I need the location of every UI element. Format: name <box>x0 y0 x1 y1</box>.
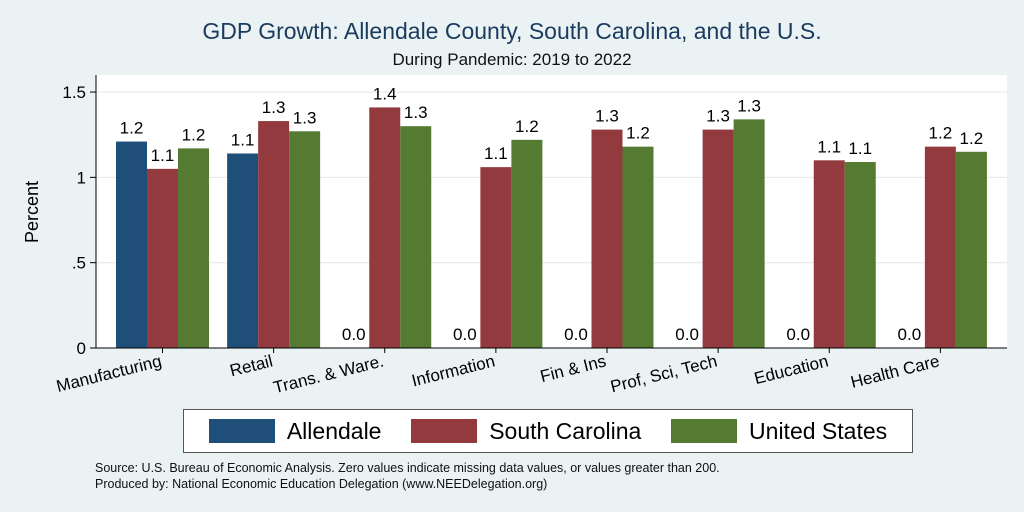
data-label: 0.0 <box>342 325 366 344</box>
bar <box>813 160 845 348</box>
bar <box>258 121 290 348</box>
y-tick-label: 1 <box>77 168 86 187</box>
legend-swatch <box>671 419 738 443</box>
legend-label: South Carolina <box>489 417 642 444</box>
y-axis-label: Percent <box>22 181 42 243</box>
legend: Allendale South Carolina United States <box>183 409 913 453</box>
bar <box>591 129 623 348</box>
bar <box>369 107 401 348</box>
data-label: 0.0 <box>898 325 922 344</box>
x-tick-label: Health Care <box>849 351 942 391</box>
bar <box>147 168 178 348</box>
data-label: 0.0 <box>453 325 477 344</box>
legend-item: United States <box>671 418 887 445</box>
bar <box>844 162 876 348</box>
data-label: 1.1 <box>848 139 872 158</box>
data-label: 1.3 <box>737 96 761 115</box>
data-label: 1.3 <box>706 107 730 126</box>
x-tick-label: Retail <box>228 351 275 380</box>
data-label: 1.4 <box>373 84 397 103</box>
data-label: 1.2 <box>182 125 206 144</box>
x-tick-label: Prof, Sci, Tech <box>608 351 719 396</box>
y-tick-label: 1.5 <box>62 83 86 102</box>
source-note: Source: U.S. Bureau of Economic Analysis… <box>95 461 720 475</box>
data-label: 1.2 <box>626 124 650 143</box>
footer: Source: U.S. Bureau of Economic Analysis… <box>95 460 720 492</box>
data-label: 1.3 <box>595 107 619 126</box>
x-tick-label: Education <box>752 351 830 388</box>
x-tick-label: Fin & Ins <box>538 351 608 386</box>
produced-by-note: Produced by: National Economic Education… <box>95 477 548 491</box>
data-label: 0.0 <box>786 325 810 344</box>
data-label: 0.0 <box>675 325 699 344</box>
x-tick-label: Manufacturing <box>54 351 163 395</box>
bar <box>702 129 734 348</box>
bar <box>289 131 321 348</box>
legend-item: South Carolina <box>411 418 641 445</box>
bar <box>924 146 956 348</box>
x-tick-label: Trans. & Ware. <box>271 351 385 397</box>
bar-chart: 1.2 1.1 1.2 1.1 1.3 1.3 0.0 1.4 1.3 0.0 1.1 1.2 0.0 1… <box>22 75 1007 397</box>
data-label: 1.1 <box>484 144 508 163</box>
bar <box>733 119 765 348</box>
data-label: 1.2 <box>929 124 953 143</box>
data-label: 1.2 <box>515 117 539 136</box>
x-tick-label: Information <box>410 351 497 390</box>
bar <box>400 126 432 348</box>
data-label: 1.3 <box>262 98 286 117</box>
legend-item: Allendale <box>208 417 382 445</box>
chart-title: GDP Growth: Allendale County, South Caro… <box>202 18 822 44</box>
legend-label: United States <box>749 417 888 444</box>
bar <box>178 148 209 348</box>
bar <box>622 146 654 348</box>
bar <box>227 153 259 348</box>
legend-label: Allendale <box>286 417 382 444</box>
legend-swatch <box>208 419 275 443</box>
data-label: 1.1 <box>151 146 175 165</box>
data-label: 0.0 <box>564 325 588 344</box>
data-label: 1.3 <box>293 108 317 127</box>
data-label: 1.3 <box>404 103 428 122</box>
data-label: 1.2 <box>120 119 144 138</box>
bar <box>955 151 987 348</box>
data-label: 1.2 <box>960 129 984 148</box>
y-tick-label: 0 <box>77 339 86 358</box>
bar <box>116 141 147 348</box>
chart-subtitle: During Pandemic: 2019 to 2022 <box>392 50 632 69</box>
bar <box>511 139 543 348</box>
legend-swatch <box>411 419 478 443</box>
bar <box>480 167 512 348</box>
data-label: 1.1 <box>817 137 841 156</box>
y-tick-label: .5 <box>72 254 86 273</box>
data-label: 1.1 <box>231 130 255 149</box>
